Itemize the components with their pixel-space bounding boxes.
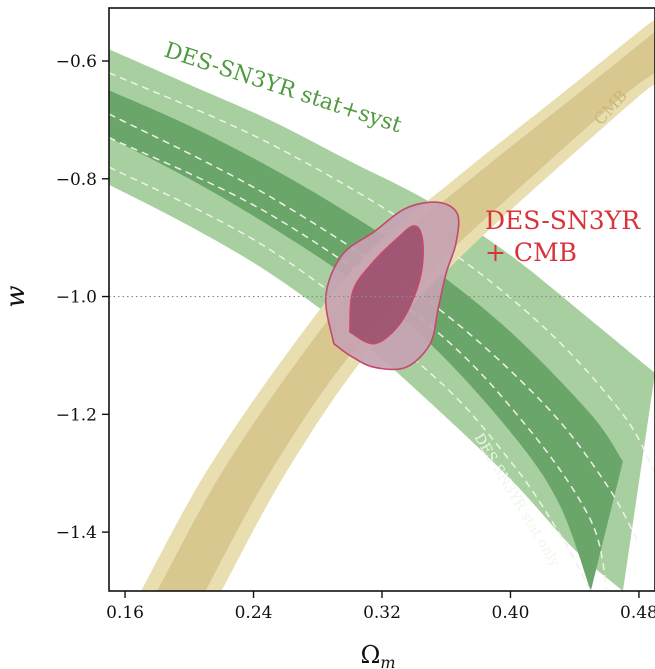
- y-tick-label: −1.4: [56, 523, 97, 543]
- x-tick-label: 0.40: [492, 603, 530, 623]
- sn-stat-only-contour-3: [109, 136, 608, 591]
- sn-stat-only-contour-2: [109, 113, 640, 545]
- sn-inner-contour: [109, 90, 623, 591]
- y-tick-label: −0.8: [56, 170, 97, 190]
- x-tick-label: 0.24: [235, 603, 273, 623]
- sn-stat-only-contour-4: [109, 166, 592, 591]
- x-tick-label: 0.32: [363, 603, 401, 623]
- x-axis-label: Ωm: [360, 641, 395, 669]
- y-axis-label: w: [1, 285, 31, 307]
- cmb-inner-contour: [157, 31, 655, 591]
- y-tick-label: −1.0: [56, 288, 97, 308]
- combined-label-line1: DES-SN3YR: [485, 206, 641, 235]
- axes: 0.16 0.24 0.32 0.40 0.48 −0.6 −0.8 −1.0 −1.2 −1.4…: [1, 52, 655, 669]
- y-tick-label: −0.6: [56, 52, 97, 72]
- y-tick-label: −1.2: [56, 405, 97, 425]
- combined-inner-contour: [349, 225, 424, 345]
- combined-label-line2: + CMB: [485, 238, 577, 267]
- x-tick-label: 0.48: [620, 603, 655, 623]
- x-tick-label: 0.16: [106, 603, 144, 623]
- plot-area: [109, 19, 655, 591]
